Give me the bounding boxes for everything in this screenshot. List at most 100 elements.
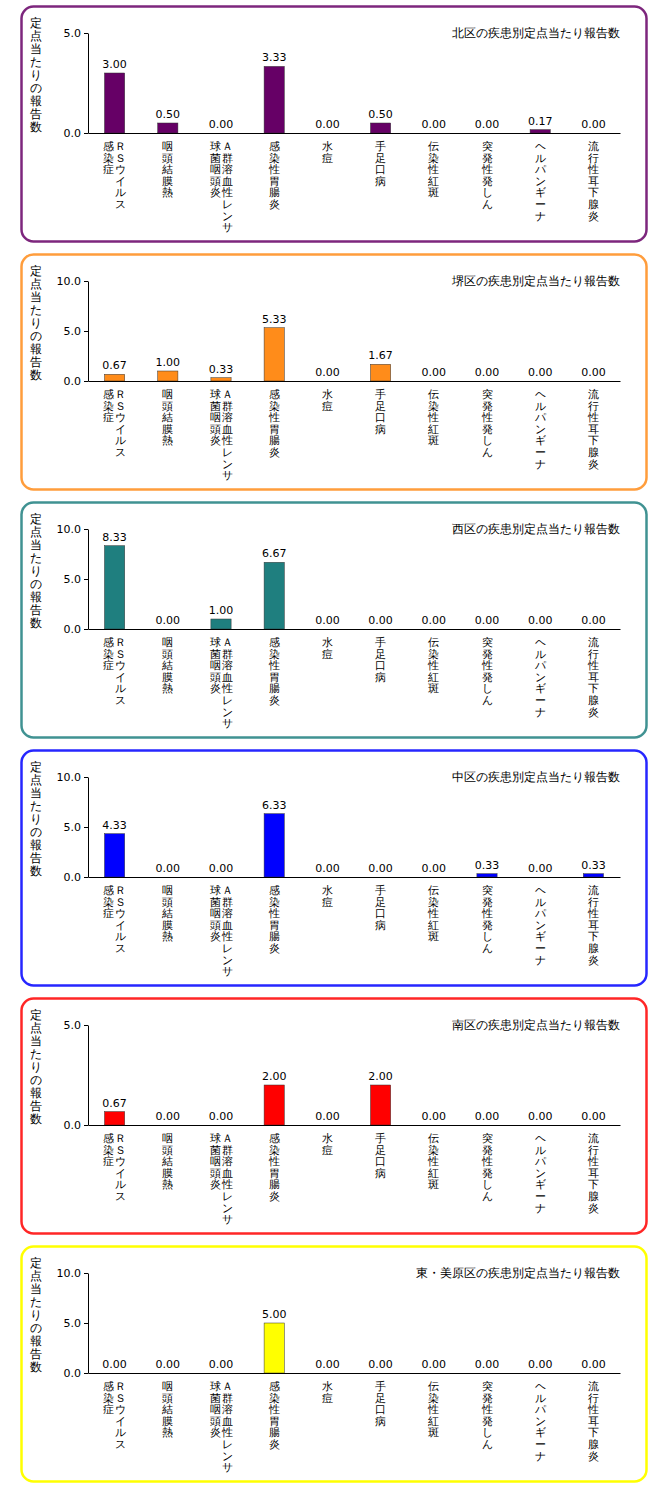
category-label: 突発性発しん (481, 636, 493, 707)
bar (211, 619, 231, 629)
data-label: 0.00 (209, 118, 234, 131)
y-tick-label: 5.0 (64, 325, 82, 338)
data-label: 0.00 (315, 1358, 340, 1371)
y-tick: 10.0 (57, 771, 89, 784)
data-label: 0.00 (315, 366, 340, 379)
bar (104, 834, 124, 877)
category-label: Ａ群溶血性レンサ球菌咽頭炎 (210, 140, 233, 234)
data-label: 0.00 (422, 1110, 447, 1123)
chart-panel: 0.0 5.0 10.0 ＲＳウイルス感染症 咽頭結膜熱 Ａ群溶血性レンサ球菌咽頭炎 感染性… (22, 255, 647, 490)
category-label: 突発性発しん (481, 388, 493, 459)
bar (530, 130, 550, 133)
category-label: Ａ群溶血性レンサ球菌咽頭炎 (210, 388, 233, 482)
panel-border (22, 503, 647, 738)
bar (424, 629, 444, 630)
y-tick-label: 5.0 (64, 573, 82, 586)
y-tick-label: 5.0 (64, 821, 82, 834)
data-label: 0.33 (209, 363, 234, 376)
data-label: 0.00 (156, 614, 181, 627)
data-label: 0.00 (368, 1358, 393, 1371)
y-tick-mark (84, 827, 88, 828)
category-label: 手足口病 (375, 388, 386, 436)
y-tick: 0.0 (64, 1367, 89, 1380)
data-label: 0.00 (581, 1110, 606, 1123)
category-label: ヘルパンギーナ (534, 140, 547, 223)
y-tick-mark (84, 579, 88, 580)
category-label: Ａ群溶血性レンサ球菌咽頭炎 (210, 636, 233, 730)
category-label: 流行性耳下腺炎 (587, 1132, 599, 1215)
bar (370, 629, 390, 630)
data-label: 1.67 (368, 349, 393, 362)
chart-panel: 0.05.010.0ＲＳウイルス感染症咽頭結膜熱Ａ群溶血性レンサ球菌咽頭炎感染性… (22, 751, 647, 986)
y-tick-mark (84, 331, 88, 332)
y-axis-title: 定点当たりの報告数 (30, 1008, 42, 1126)
y-tick-label: 0.0 (64, 871, 82, 884)
y-tick-label: 0.0 (64, 375, 82, 388)
bar (370, 877, 390, 878)
bar (264, 562, 284, 629)
category-label: ヘルパンギーナ (534, 1380, 547, 1463)
y-axis-line (88, 1026, 89, 1126)
y-tick: 0.0 (64, 623, 89, 636)
x-axis-line (89, 1125, 621, 1126)
data-label: 0.00 (156, 862, 181, 875)
panel-border (22, 999, 647, 1234)
data-label: 0.00 (528, 862, 553, 875)
data-label: 3.00 (102, 58, 127, 71)
category-label: ＲＳウイルス感染症 (103, 388, 126, 459)
category-label: 伝染性紅斑 (427, 388, 439, 447)
y-tick: 10.0 (57, 275, 89, 288)
category-label: 水痘 (322, 884, 333, 909)
chart-title: 東・美原区の疾患別定点当たり報告数 (416, 1266, 620, 1280)
bar (317, 629, 337, 630)
y-axis: 0.05.010.0 (57, 1267, 89, 1380)
category-label: 流行性耳下腺炎 (587, 1380, 599, 1463)
y-tick-label: 0.0 (64, 1367, 82, 1380)
y-tick-mark (84, 1025, 88, 1026)
y-axis-line (88, 282, 89, 382)
y-tick-label: 5.0 (64, 1317, 82, 1330)
bars (104, 546, 284, 629)
category-label: 咽頭結膜熱 (161, 140, 173, 199)
category-label: 咽頭結膜熱 (161, 388, 173, 447)
category-label: 感染性胃腸炎 (268, 388, 280, 459)
chart-panel: 0.05.0ＲＳウイルス感染症咽頭結膜熱Ａ群溶血性レンサ球菌咽頭炎感染性胃腸炎水… (22, 999, 647, 1234)
bar (104, 1373, 124, 1374)
y-tick-mark (84, 777, 88, 778)
data-label: 0.50 (156, 108, 181, 121)
bar (370, 123, 390, 133)
category-label: ヘルパンギーナ (534, 388, 547, 471)
category-label: 水痘 (322, 636, 333, 661)
category-label: Ａ群溶血性レンサ球菌咽頭炎 (210, 1380, 233, 1474)
x-axis-line (89, 133, 621, 134)
y-axis-line (88, 1274, 89, 1374)
category-label: 流行性耳下腺炎 (587, 636, 599, 719)
chart-title: 中区の疾患別定点当たり報告数 (452, 770, 620, 784)
bar (158, 1373, 178, 1374)
bar (211, 378, 231, 381)
y-tick-mark (84, 133, 88, 134)
bar (424, 381, 444, 382)
data-label: 5.33 (262, 313, 287, 326)
y-axis-title: 定点当たりの報告数 (30, 760, 42, 878)
y-tick-mark (84, 529, 88, 530)
category-label: 咽頭結膜熱 (161, 636, 173, 695)
x-axis (89, 629, 621, 630)
bar (264, 1323, 284, 1373)
y-tick: 0.0 (64, 1119, 89, 1132)
category-label: 突発性発しん (481, 884, 493, 955)
data-label: 0.00 (475, 1110, 500, 1123)
data-label: 0.00 (475, 1358, 500, 1371)
data-label: 0.00 (528, 1358, 553, 1371)
chart-title: 南区の疾患別定点当たり報告数 (452, 1018, 620, 1032)
data-label: 0.00 (368, 862, 393, 875)
category-label: 突発性発しん (481, 140, 493, 211)
y-tick-label: 5.0 (64, 27, 82, 40)
category-label: 伝染性紅斑 (427, 636, 439, 695)
category-label: 手足口病 (375, 1132, 386, 1180)
bar (477, 133, 497, 134)
data-label: 1.00 (156, 356, 181, 369)
bar (424, 133, 444, 134)
y-axis-title: 定点当たりの報告数 (30, 264, 42, 382)
bar (211, 1373, 231, 1374)
